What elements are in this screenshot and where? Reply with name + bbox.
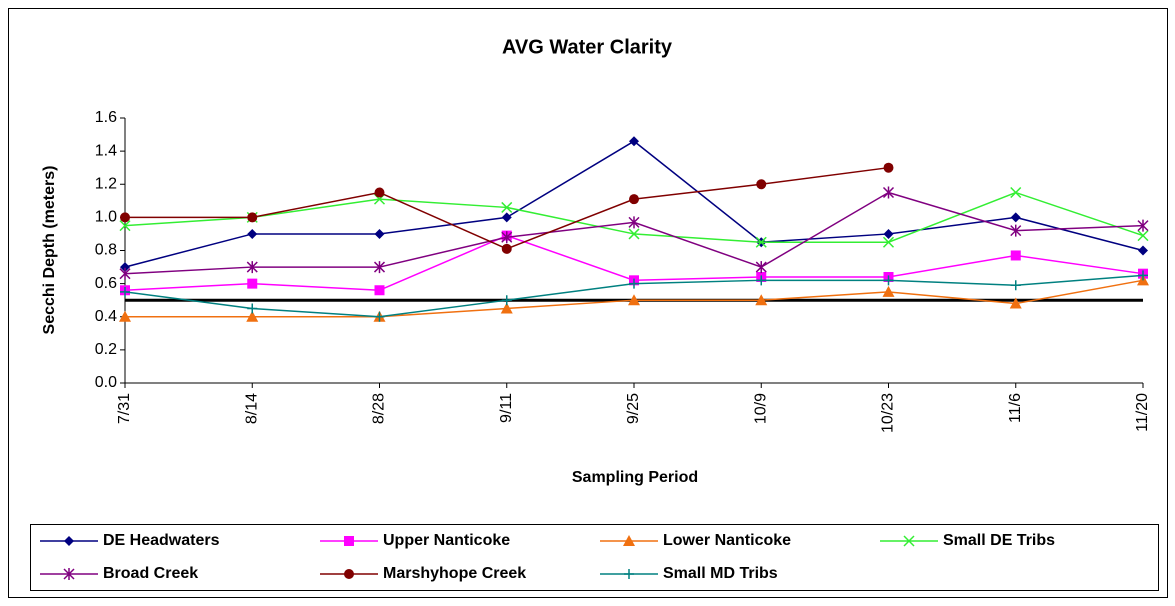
- legend-label: Lower Nanticoke: [663, 532, 791, 549]
- marker: [120, 286, 130, 297]
- chart-title: AVG Water Clarity: [502, 36, 673, 58]
- marker: [247, 228, 258, 239]
- marker: [755, 236, 767, 248]
- marker: [1138, 270, 1148, 281]
- marker: [501, 201, 513, 213]
- marker: [629, 194, 639, 205]
- x-tick-label: 8/28: [371, 393, 388, 424]
- marker: [501, 212, 512, 223]
- marker: [374, 285, 385, 296]
- marker: [344, 569, 354, 579]
- marker: [246, 261, 258, 274]
- x-tick-label: 10/23: [880, 393, 897, 433]
- marker: [1010, 280, 1021, 291]
- marker: [883, 275, 894, 286]
- marker: [756, 179, 767, 190]
- y-axis-title: Secchi Depth (meters): [41, 166, 58, 335]
- x-tick-label: 11/6: [1007, 393, 1024, 423]
- marker: [1009, 297, 1022, 309]
- x-tick-label: 10/9: [752, 393, 769, 424]
- marker: [63, 568, 75, 580]
- y-tick-label: 0.8: [95, 242, 117, 259]
- marker: [882, 236, 895, 248]
- x-tick-label: 8/14: [243, 393, 260, 424]
- marker: [624, 569, 634, 579]
- legend-label: Upper Nanticoke: [383, 532, 510, 549]
- marker: [344, 536, 354, 546]
- marker: [755, 294, 768, 306]
- y-tick-label: 0.2: [95, 341, 117, 358]
- marker: [374, 311, 385, 322]
- marker: [119, 220, 131, 232]
- marker: [1010, 187, 1022, 199]
- legend-label: Marshyhope Creek: [383, 565, 526, 582]
- x-tick-label: 11/20: [1134, 393, 1151, 432]
- marker: [247, 212, 258, 223]
- marker: [882, 285, 895, 297]
- marker: [1138, 245, 1148, 256]
- marker: [501, 243, 512, 254]
- marker: [903, 535, 915, 547]
- marker: [373, 261, 386, 274]
- marker: [628, 294, 640, 306]
- x-axis-title: Sampling Period: [572, 469, 698, 486]
- legend-label: Broad Creek: [103, 565, 198, 582]
- y-tick-label: 1.6: [95, 109, 117, 126]
- marker: [1137, 230, 1149, 242]
- legend-label: DE Headwaters: [103, 532, 220, 549]
- y-tick-label: 1.0: [95, 209, 117, 226]
- y-tick-label: 0.4: [95, 308, 117, 325]
- marker: [628, 216, 640, 229]
- marker: [623, 535, 635, 546]
- marker: [247, 303, 258, 314]
- y-tick-label: 0.0: [95, 374, 117, 391]
- marker: [628, 228, 640, 240]
- marker: [247, 278, 258, 289]
- marker: [882, 186, 895, 199]
- marker: [883, 228, 894, 239]
- x-tick-label: 7/31: [116, 393, 133, 424]
- marker: [500, 302, 513, 314]
- marker: [629, 136, 639, 147]
- marker: [756, 275, 767, 286]
- marker: [1010, 224, 1022, 237]
- marker: [1010, 212, 1021, 223]
- marker: [120, 262, 130, 273]
- marker: [120, 212, 130, 223]
- x-tick-label: 9/25: [625, 393, 642, 424]
- marker: [1137, 219, 1149, 232]
- marker: [119, 267, 131, 280]
- marker: [501, 231, 513, 244]
- marker: [246, 310, 259, 322]
- marker: [883, 162, 894, 173]
- marker: [629, 278, 639, 289]
- legend-label: Small MD Tribs: [663, 565, 778, 582]
- x-tick-label: 9/11: [498, 393, 515, 423]
- marker: [1010, 250, 1021, 261]
- legend-label: Small DE Tribs: [943, 532, 1055, 549]
- marker: [64, 536, 74, 546]
- y-tick-label: 1.4: [95, 142, 117, 159]
- marker: [374, 187, 385, 198]
- marker: [501, 295, 512, 306]
- marker: [374, 228, 385, 239]
- legend-box: [30, 524, 1159, 591]
- marker: [755, 261, 767, 274]
- marker: [119, 310, 131, 322]
- y-tick-label: 1.2: [95, 175, 117, 192]
- y-tick-label: 0.6: [95, 275, 117, 292]
